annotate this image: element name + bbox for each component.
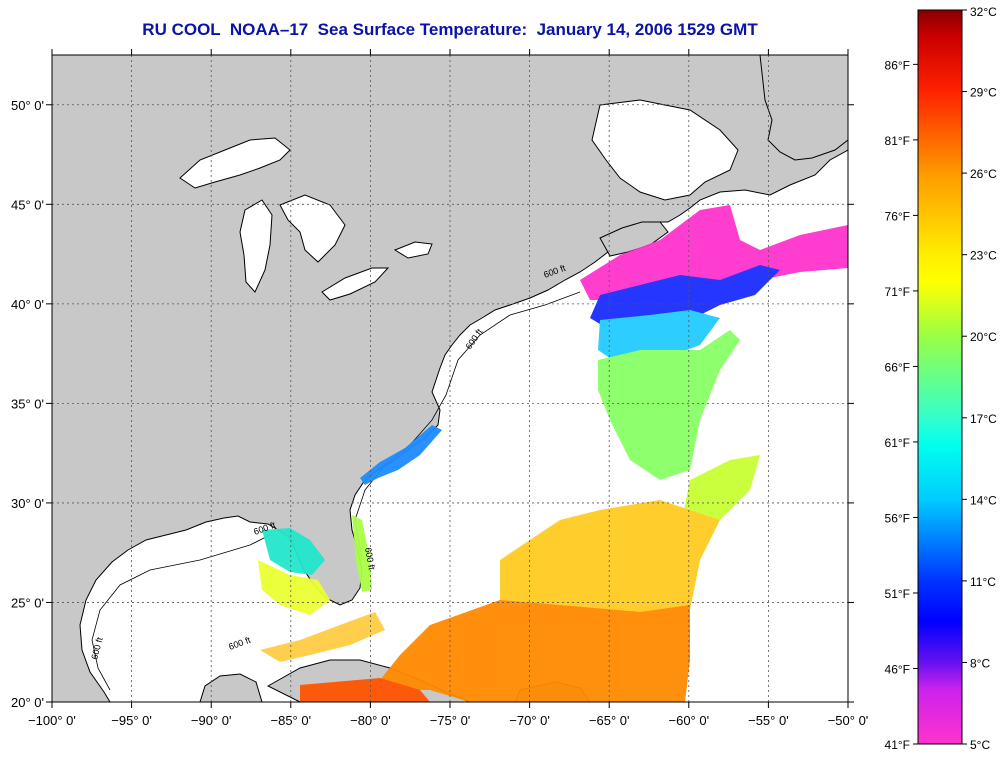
map-area	[52, 55, 848, 702]
colorbar-label-celsius: 20°C	[970, 330, 997, 344]
lon-tick-label: −75° 0'	[430, 713, 471, 728]
colorbar-label-celsius: 14°C	[970, 493, 997, 507]
colorbar-label-fahrenheit: 61°F	[885, 436, 910, 450]
lon-tick-label: −60° 0'	[669, 713, 710, 728]
lake-huron	[279, 194, 346, 263]
lon-tick-label: −100° 0'	[28, 713, 76, 728]
colorbar-label-celsius: 17°C	[970, 412, 997, 426]
colorbar-label-celsius: 32°C	[970, 5, 997, 19]
lon-tick-label: −55° 0'	[748, 713, 789, 728]
colorbar-label-fahrenheit: 81°F	[885, 134, 910, 148]
lon-tick-label: −80° 0'	[350, 713, 391, 728]
colorbar-label-celsius: 5°C	[970, 738, 990, 752]
lat-tick-label: 20° 0'	[11, 695, 44, 710]
lon-tick-label: −90° 0'	[191, 713, 232, 728]
lake-erie	[321, 267, 390, 301]
lat-tick-label: 35° 0'	[11, 396, 44, 411]
colorbar-label-fahrenheit: 56°F	[885, 511, 910, 525]
sst-data-layer	[258, 205, 848, 702]
sst-swath-carolina	[360, 425, 442, 485]
colorbar-label-celsius: 26°C	[970, 167, 997, 181]
colorbar-label-fahrenheit: 51°F	[885, 587, 910, 601]
lat-tick-label: 50° 0'	[11, 98, 44, 113]
lat-tick-label: 25° 0'	[11, 595, 44, 610]
lake-ontario	[393, 241, 433, 259]
colorbar-label-fahrenheit: 41°F	[885, 738, 910, 752]
colorbar: 32°C 29°C 26°C 23°C 20°C 17°C 14°C 11°C 8°C 5°C 86…	[885, 5, 998, 752]
lon-tick-label: −70° 0'	[509, 713, 550, 728]
lake-michigan	[239, 199, 273, 293]
colorbar-label-celsius: 29°C	[970, 86, 997, 100]
sst-swath-slope	[598, 310, 720, 365]
sst-swath-north	[580, 205, 848, 300]
contour-label: 600 ft	[363, 547, 377, 571]
colorbar-label-celsius: 23°C	[970, 249, 997, 263]
land-nova-scotia	[599, 221, 669, 257]
map-title: RU COOL NOAA–17 Sea Surface Temperature:…	[142, 20, 758, 39]
lon-tick-label: −65° 0'	[589, 713, 630, 728]
sst-swath-gulf	[258, 560, 330, 615]
lake-superior	[179, 137, 291, 189]
colorbar-label-celsius: 11°C	[970, 575, 996, 589]
sst-swath-gulf-cold	[262, 528, 325, 575]
land-yucatan	[199, 673, 263, 702]
contour-600ft-gulf	[91, 534, 271, 691]
lon-tick-label: −95° 0'	[111, 713, 152, 728]
colorbar-label-fahrenheit: 66°F	[885, 360, 910, 374]
lat-tick-label: 30° 0'	[11, 496, 44, 511]
gulf-st-lawrence	[591, 99, 739, 201]
sst-swath-florida-east	[352, 515, 372, 592]
colorbar-scale	[917, 9, 963, 745]
contour-600ft-atlantic	[354, 291, 581, 561]
sst-swath-south-warm	[300, 678, 430, 702]
land-newfoundland	[759, 55, 848, 161]
colorbar-label-celsius: 8°C	[970, 656, 990, 670]
sst-swath-subtropic	[500, 500, 720, 620]
sst-swath-mid	[598, 330, 740, 480]
colorbar-label-fahrenheit: 86°F	[885, 58, 910, 72]
lat-tick-label: 45° 0'	[11, 197, 44, 212]
lon-tick-label: −50° 0'	[828, 713, 869, 728]
lat-tick-label: 40° 0'	[11, 297, 44, 312]
lon-tick-label: −85° 0'	[271, 713, 312, 728]
colorbar-label-fahrenheit: 46°F	[885, 662, 910, 676]
sst-swath-gulf-stream	[260, 612, 385, 662]
sst-swath-south	[380, 600, 690, 702]
colorbar-label-fahrenheit: 71°F	[885, 285, 910, 299]
colorbar-label-fahrenheit: 76°F	[885, 209, 910, 223]
sst-swath-north-cold	[590, 265, 780, 330]
